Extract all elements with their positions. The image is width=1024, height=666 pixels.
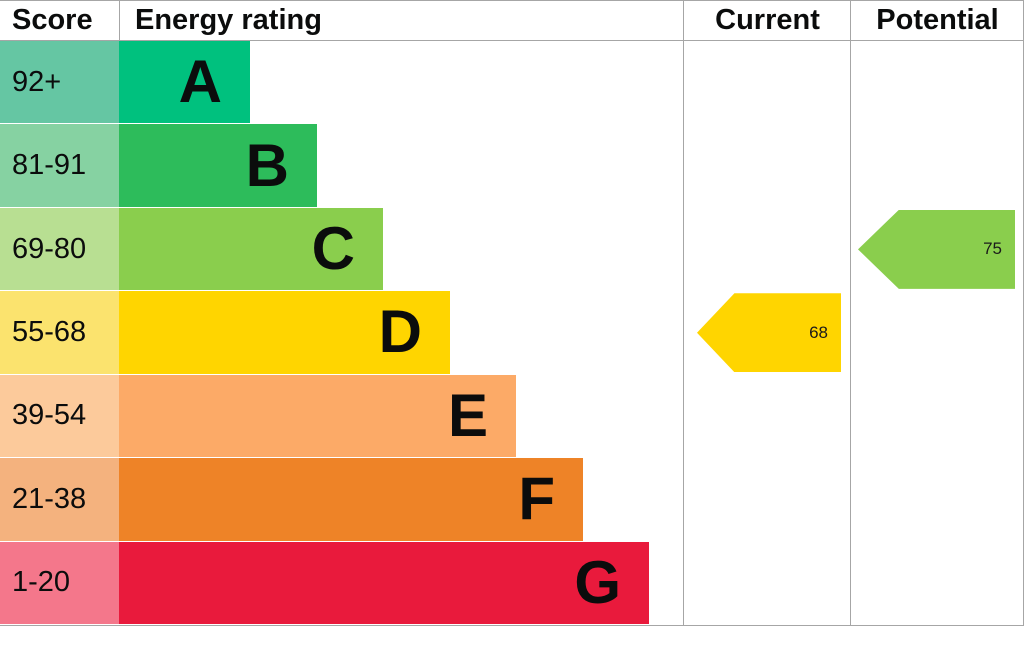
potential-column-left-divider <box>850 0 851 626</box>
rating-letter: C <box>311 215 355 283</box>
rating-row-a: 92+ A <box>0 41 649 125</box>
score-column-divider <box>119 0 120 40</box>
score-range: 55-68 <box>0 291 119 375</box>
potential-value: 75 <box>983 239 1002 259</box>
rating-bar-g: G <box>119 541 649 625</box>
rating-letter: A <box>178 48 222 116</box>
bottom-border-line <box>0 625 1024 626</box>
rating-row-d: 55-68 D <box>0 291 649 375</box>
score-range: 21-38 <box>0 458 119 542</box>
rating-row-f: 21-38 F <box>0 458 649 542</box>
score-range: 92+ <box>0 41 119 125</box>
header-current: Current <box>715 3 820 36</box>
score-range: 1-20 <box>0 541 119 625</box>
potential-arrow: 75 <box>858 209 1015 289</box>
rating-row-g: 1-20 G <box>0 541 649 625</box>
rating-rows: 92+ A 81-91 B 69-80 C 55-68 D 39-54 E 21-38 F 1-20 G <box>0 41 649 625</box>
top-border-line <box>0 0 1024 1</box>
rating-letter: D <box>378 298 422 366</box>
rating-letter: G <box>574 548 621 616</box>
rating-letter: B <box>245 131 289 199</box>
chart-header: Score Energy rating Current Potential <box>0 0 1024 40</box>
rating-row-e: 39-54 E <box>0 374 649 459</box>
rating-bar-d: D <box>119 291 450 375</box>
rating-bar-b: B <box>119 124 317 208</box>
rating-bar-a: A <box>119 41 250 125</box>
score-range: 39-54 <box>0 374 119 459</box>
header-divider-line <box>0 40 1024 41</box>
rating-bar-c: C <box>119 207 383 292</box>
rating-letter: E <box>447 381 488 449</box>
score-range: 69-80 <box>0 207 119 292</box>
score-range: 81-91 <box>0 124 119 208</box>
header-score: Score <box>12 3 93 36</box>
current-arrow: 68 <box>697 293 841 373</box>
current-value: 68 <box>809 322 828 342</box>
rating-row-b: 81-91 B <box>0 124 649 208</box>
rating-bar-e: E <box>119 374 516 459</box>
header-energy-rating: Energy rating <box>135 3 322 36</box>
header-potential: Potential <box>876 3 999 36</box>
current-column-left-divider <box>683 0 684 626</box>
rating-row-c: 69-80 C <box>0 207 649 292</box>
rating-letter: F <box>518 465 555 533</box>
rating-bar-f: F <box>119 458 583 542</box>
